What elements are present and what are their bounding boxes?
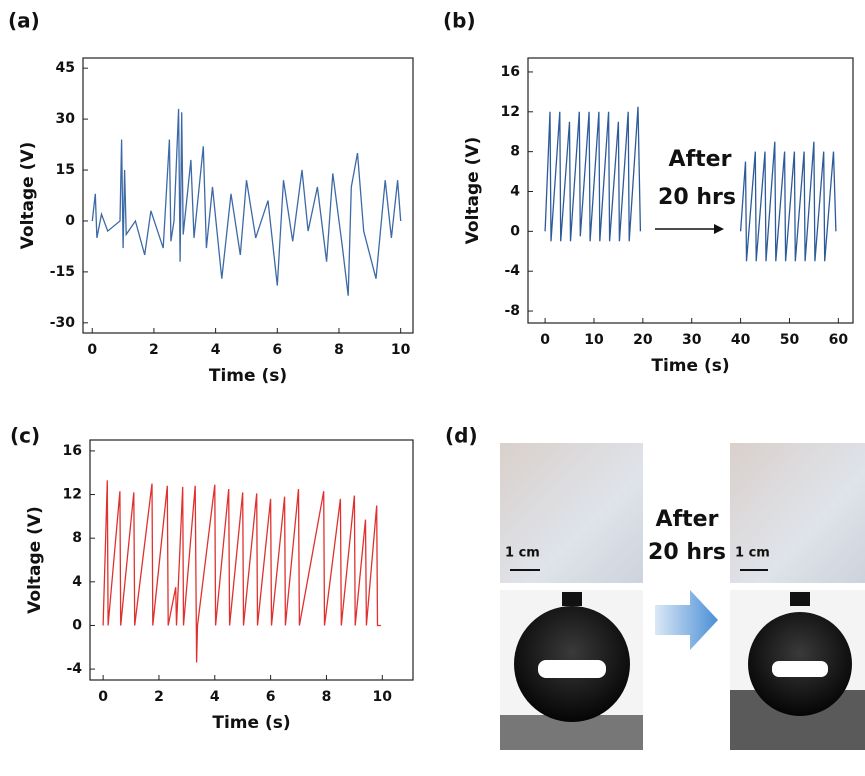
y-tick-label: -4 (66, 661, 82, 677)
y-tick-label: 12 (501, 104, 520, 120)
x-tick-label: 40 (731, 332, 751, 348)
x-tick-label: 30 (682, 332, 702, 348)
y-tick-label: -30 (50, 315, 76, 331)
x-tick-label: 6 (272, 342, 282, 358)
y-tick-label: 15 (56, 162, 75, 178)
y-tick-label: 30 (56, 111, 76, 127)
scale-label: 1 cm (735, 546, 770, 561)
y-tick-label: 8 (510, 144, 520, 160)
y-tick-label: 4 (72, 574, 82, 590)
signal-line (91, 108, 402, 296)
y-tick-label: -15 (50, 264, 75, 280)
y-tick-label: -8 (504, 303, 520, 319)
signal-line (544, 106, 837, 262)
x-tick-label: 4 (210, 689, 220, 705)
x-tick-label: 8 (334, 342, 344, 358)
x-tick-label: 2 (154, 689, 164, 705)
y-tick-label: 0 (65, 213, 75, 229)
highlight (538, 660, 606, 678)
x-tick-label: 6 (266, 689, 276, 705)
x-axis-label: Time (s) (212, 713, 290, 733)
y-tick-label: -4 (504, 263, 520, 279)
annotation: After (669, 147, 732, 172)
x-tick-label: 20 (633, 332, 653, 348)
highlight (772, 661, 828, 677)
panel-label: (c) (10, 424, 40, 448)
x-tick-label: 60 (829, 332, 849, 348)
y-axis-label: Voltage (V) (463, 137, 483, 245)
annotation: 20 hrs (648, 540, 726, 565)
annotation: 20 hrs (658, 185, 736, 210)
x-tick-label: 0 (540, 332, 550, 348)
plot-frame (89, 439, 414, 681)
y-axis-label: Voltage (V) (25, 506, 45, 614)
x-tick-label: 2 (149, 342, 159, 358)
x-tick-label: 10 (373, 689, 393, 705)
scale-label: 1 cm (505, 546, 540, 561)
photo (500, 443, 643, 583)
x-tick-label: 0 (98, 689, 108, 705)
panel-label: (a) (8, 9, 40, 33)
arrow-head (714, 224, 724, 234)
panel-label: (d) (445, 424, 478, 448)
x-tick-label: 10 (584, 332, 604, 348)
x-axis-label: Time (s) (209, 366, 287, 386)
x-axis-label: Time (s) (651, 356, 729, 376)
panel-d: (d) 1 cm 1 cm After 20 hrs (445, 424, 865, 750)
y-tick-label: 45 (56, 60, 75, 76)
y-tick-label: 16 (501, 64, 520, 80)
y-axis-label: Voltage (V) (18, 142, 38, 250)
annotation: After (656, 507, 719, 532)
y-tick-label: 8 (72, 530, 82, 546)
photo (730, 443, 865, 583)
signal-line (102, 480, 381, 663)
arrow (655, 590, 718, 650)
x-tick-label: 8 (322, 689, 332, 705)
y-tick-label: 0 (510, 223, 520, 239)
y-tick-label: 0 (72, 617, 82, 633)
y-tick-label: 12 (63, 487, 82, 503)
needle (562, 592, 582, 606)
plot-frame (82, 57, 414, 334)
x-tick-label: 50 (780, 332, 800, 348)
y-tick-label: 16 (63, 443, 82, 459)
y-tick-label: 4 (510, 183, 520, 199)
x-tick-label: 10 (391, 342, 411, 358)
needle (790, 592, 810, 606)
x-tick-label: 4 (211, 342, 221, 358)
plot-frame (527, 57, 854, 324)
panel-label: (b) (443, 9, 476, 33)
x-tick-label: 0 (87, 342, 97, 358)
